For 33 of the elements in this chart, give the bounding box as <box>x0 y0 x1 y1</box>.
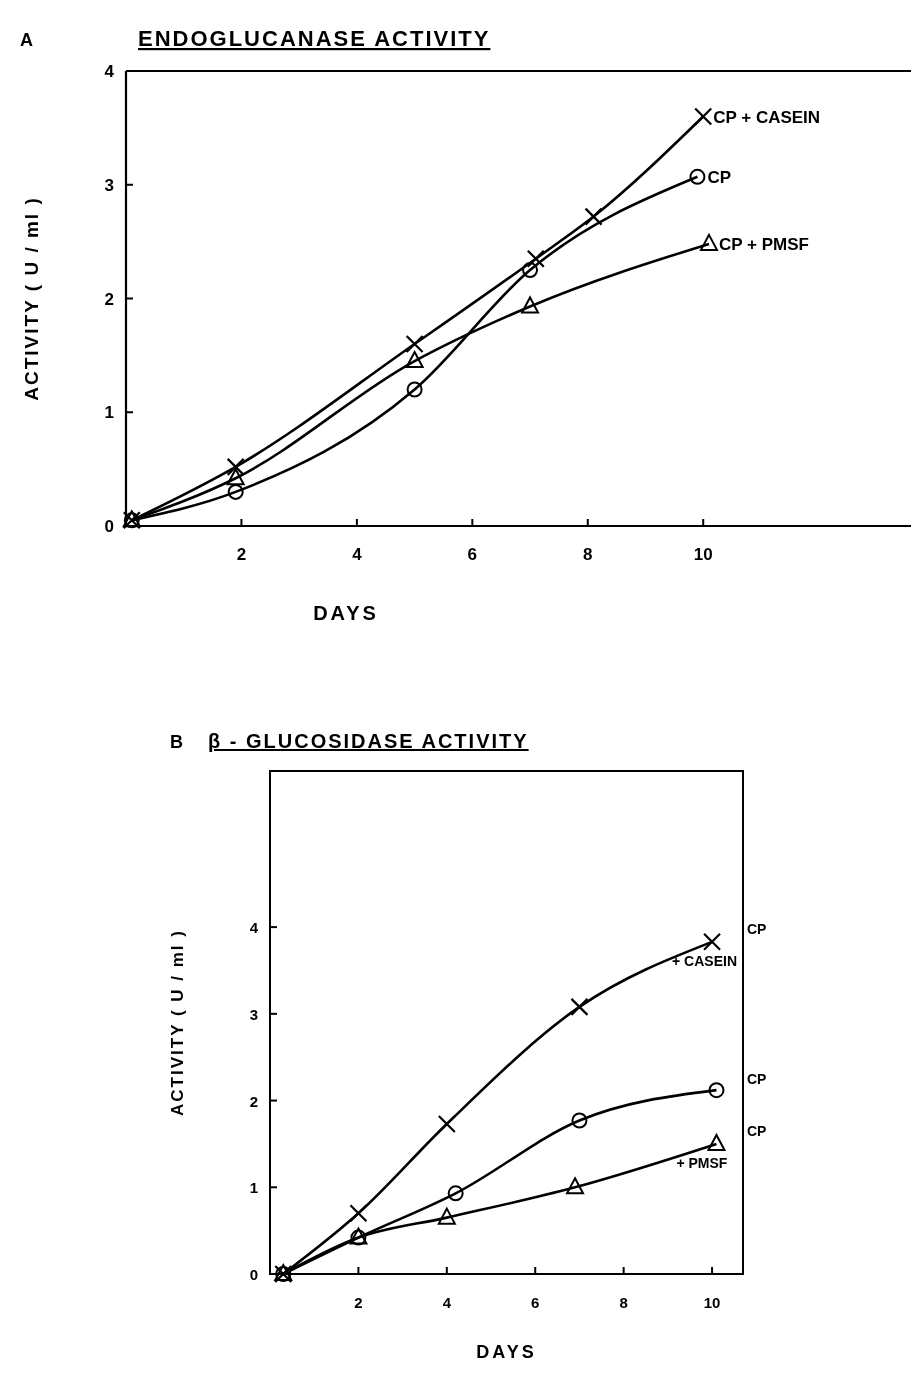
text: A <box>20 30 33 50</box>
series-label: CP <box>747 1071 767 1088</box>
x-tick-label: 4 <box>352 545 363 564</box>
x-tick-label: 10 <box>693 545 713 564</box>
text: B <box>170 732 183 752</box>
x-tick-label: 4 <box>442 1294 452 1311</box>
x-tick-label: 6 <box>467 545 478 564</box>
y-axis-title: ACTIVITY ( U / ml ) <box>21 196 42 401</box>
x-axis-title: DAYS <box>476 1342 537 1362</box>
series-label: CP + CASEIN <box>713 107 821 127</box>
x-tick-label: 8 <box>583 545 593 564</box>
x-axis-title: DAYS <box>313 602 379 624</box>
y-tick-label: 1 <box>249 1179 258 1197</box>
x-tick-label: 2 <box>354 1294 363 1311</box>
y-tick-label: 1 <box>104 403 114 423</box>
y-tick-label: 3 <box>104 175 114 195</box>
y-tick-label: 0 <box>249 1266 258 1283</box>
x-tick-label: 10 <box>703 1294 721 1311</box>
text: CP + CASEIN <box>672 920 767 969</box>
y-tick-label: 2 <box>104 289 114 309</box>
y-tick-label: 4 <box>104 62 115 81</box>
chart-title: β - GLUCOSIDASE ACTIVITY <box>208 730 529 752</box>
y-tick-label: 3 <box>249 1005 258 1023</box>
x-tick-label: 8 <box>619 1294 628 1311</box>
series-label: CP + PMSF <box>718 234 809 254</box>
y-tick-label: 2 <box>249 1092 258 1110</box>
x-tick-label: 6 <box>531 1294 540 1311</box>
chart-title: ENDOGLUCANASE ACTIVITY <box>138 26 491 51</box>
y-tick-label: 4 <box>249 919 259 937</box>
text: CP + PMSF <box>676 1122 767 1171</box>
y-tick-label: 0 <box>104 517 114 536</box>
y-axis-title: ACTIVITY ( U / ml ) <box>168 929 187 1116</box>
series-label: CP <box>707 167 732 187</box>
